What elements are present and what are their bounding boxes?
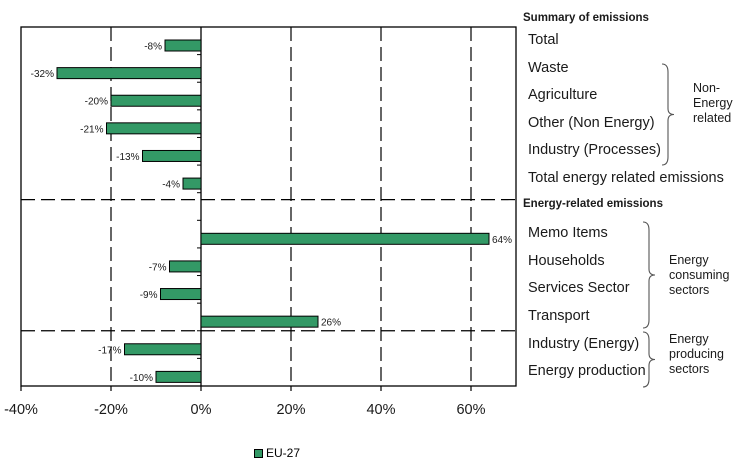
group-brace: [642, 221, 656, 329]
bar: [155, 370, 202, 383]
data-label: -9%: [140, 290, 158, 301]
x-tick-label: 60%: [456, 402, 485, 418]
x-tick-label: 20%: [276, 402, 305, 418]
data-label: -7%: [149, 262, 167, 273]
bar: [160, 288, 202, 301]
group-label-line: sectors: [669, 362, 710, 376]
legend-swatch: [254, 448, 263, 458]
group-label-line: consuming: [669, 268, 730, 282]
category-label-total: Total: [528, 32, 559, 48]
group-label-line: related: [693, 111, 732, 125]
plot-area-border: [20, 26, 517, 387]
data-label: -4%: [162, 180, 180, 191]
bar: [164, 39, 202, 52]
bar: [56, 67, 202, 80]
group-label-line: Energy: [669, 253, 709, 267]
x-tick-label: -40%: [4, 402, 38, 418]
data-label: -13%: [116, 152, 139, 163]
data-label: -17%: [98, 345, 121, 356]
legend-label: EU-27: [266, 446, 301, 460]
group-label-non-energy: Non- Energy related: [693, 81, 733, 126]
category-label-agriculture: Agriculture: [528, 87, 598, 103]
data-label: 64%: [492, 235, 512, 246]
bar: [182, 177, 202, 190]
group-label-line: sectors: [669, 283, 710, 297]
group-label-producing: Energy producing sectors: [669, 332, 724, 377]
bar: [200, 315, 319, 328]
x-tick-label: -20%: [94, 402, 128, 418]
data-label: 26%: [321, 318, 341, 329]
data-label: -20%: [85, 97, 108, 108]
category-label-total-energy-related: Total energy related emissions: [528, 170, 724, 186]
summary-header: Summary of emissions: [523, 12, 649, 24]
category-label-transport: Transport: [528, 308, 590, 324]
group-label-consuming: Energy consuming sectors: [669, 253, 729, 298]
category-label-waste: Waste: [528, 60, 569, 76]
category-label-energy-production: Energy production: [528, 363, 646, 379]
bar: [200, 232, 490, 245]
category-label-services-sector: Services Sector: [528, 280, 630, 296]
group-label-line: Non-: [693, 81, 721, 95]
group-brace: [661, 63, 675, 166]
data-label: -21%: [80, 124, 103, 135]
category-label-industry-energy: Industry (Energy): [528, 336, 640, 352]
group-label-line: Energy: [669, 332, 709, 346]
group-brace: [642, 331, 656, 388]
category-label-households: Households: [528, 253, 605, 269]
energy-header: Energy-related emissions: [523, 198, 663, 210]
group-label-line: Energy: [693, 96, 733, 110]
bar: [169, 260, 202, 273]
category-label-industry-processes: Industry (Processes): [528, 142, 661, 158]
bar: [110, 94, 202, 107]
data-label: -8%: [144, 42, 162, 53]
category-label-memo-items: Memo Items: [528, 225, 608, 241]
x-tick-label: 40%: [366, 402, 395, 418]
category-label-other-non-energy: Other (Non Energy): [528, 115, 655, 131]
data-label: -32%: [31, 69, 54, 80]
x-tick-label: 0%: [191, 402, 212, 418]
group-label-line: producing: [669, 347, 724, 361]
legend: EU-27: [254, 446, 300, 460]
bar: [124, 343, 202, 356]
data-label: -10%: [130, 373, 153, 384]
bar: [106, 122, 202, 135]
bar: [142, 149, 202, 162]
